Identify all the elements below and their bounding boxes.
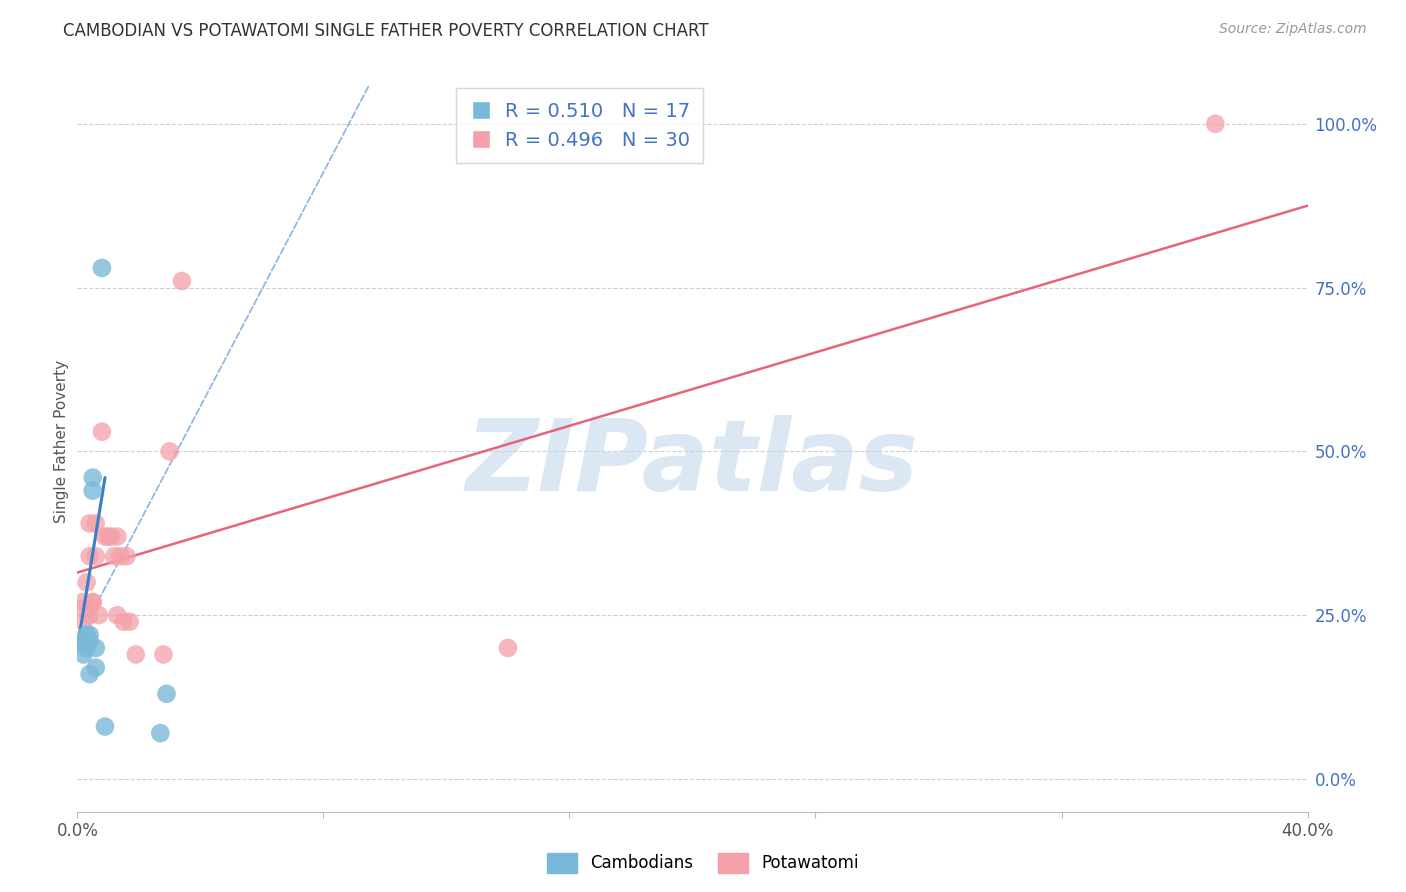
Text: ZIPatlas: ZIPatlas — [465, 416, 920, 512]
Point — [155, 687, 177, 701]
Point — [125, 648, 148, 662]
Point — [105, 530, 128, 544]
Text: Source: ZipAtlas.com: Source: ZipAtlas.com — [1219, 22, 1367, 37]
Legend: Cambodians, Potawatomi: Cambodians, Potawatomi — [540, 847, 866, 880]
Point — [76, 628, 98, 642]
Point — [1204, 117, 1226, 131]
Point — [100, 530, 122, 544]
Point — [94, 720, 117, 734]
Point — [79, 634, 101, 648]
Point — [72, 634, 94, 648]
Point — [115, 549, 138, 564]
Point — [105, 608, 128, 623]
Text: CAMBODIAN VS POTAWATOMI SINGLE FATHER POVERTY CORRELATION CHART: CAMBODIAN VS POTAWATOMI SINGLE FATHER PO… — [63, 22, 709, 40]
Legend: R = 0.510   N = 17, R = 0.496   N = 30: R = 0.510 N = 17, R = 0.496 N = 30 — [456, 88, 703, 163]
Point — [72, 601, 94, 615]
Point — [82, 595, 104, 609]
Point — [79, 549, 101, 564]
Point — [149, 726, 172, 740]
Point — [159, 444, 181, 458]
Point — [76, 575, 98, 590]
Point — [110, 549, 132, 564]
Point — [72, 648, 94, 662]
Point — [82, 470, 104, 484]
Point — [97, 530, 120, 544]
Point — [76, 634, 98, 648]
Point — [170, 274, 193, 288]
Point — [152, 648, 174, 662]
Point — [90, 260, 114, 275]
Point — [79, 516, 101, 531]
Point — [87, 608, 110, 623]
Point — [94, 530, 117, 544]
Point — [82, 595, 104, 609]
Point — [79, 628, 101, 642]
Point — [90, 425, 114, 439]
Point — [79, 667, 101, 681]
Point — [84, 516, 107, 531]
Point — [84, 660, 107, 674]
Point — [496, 640, 519, 655]
Point — [76, 640, 98, 655]
Point — [112, 615, 135, 629]
Point — [82, 483, 104, 498]
Point — [84, 640, 107, 655]
Point — [84, 549, 107, 564]
Point — [76, 634, 98, 648]
Point — [103, 549, 125, 564]
Y-axis label: Single Father Poverty: Single Father Poverty — [53, 360, 69, 523]
Point — [72, 595, 94, 609]
Point — [79, 608, 101, 623]
Point — [118, 615, 141, 629]
Point — [76, 634, 98, 648]
Point — [72, 615, 94, 629]
